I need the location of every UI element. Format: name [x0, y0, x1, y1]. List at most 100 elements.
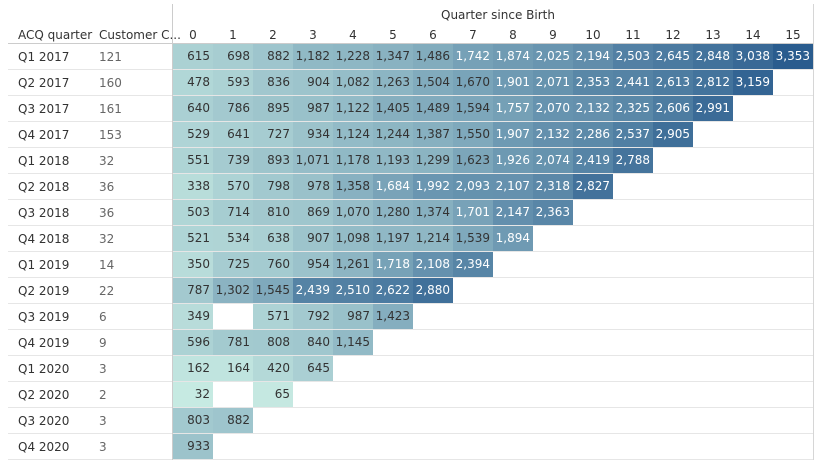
- heatmap-cell: 2,441: [613, 70, 653, 95]
- heatmap-cell: 1,545: [253, 278, 293, 303]
- heatmap-cell: 2,991: [693, 96, 733, 121]
- heatmap-cell: 786: [213, 96, 253, 121]
- customer-count: 153: [99, 128, 122, 142]
- heatmap-cell: 3,038: [733, 44, 773, 69]
- heatmap-cell: 1,894: [493, 226, 533, 251]
- customer-count: 32: [99, 154, 115, 168]
- heatmap-cell: 478: [173, 70, 213, 95]
- heatmap-cell: 2,108: [413, 252, 453, 277]
- heatmap-cell: 1,701: [453, 200, 493, 225]
- heatmap-cell: 895: [253, 96, 293, 121]
- column-header-6: 6: [429, 28, 437, 42]
- row-separator: [8, 225, 813, 226]
- row-separator: [8, 121, 813, 122]
- row-label: Q3 2019: [18, 310, 70, 324]
- heatmap-cell: 529: [173, 122, 213, 147]
- heatmap-cell: 1,550: [453, 122, 493, 147]
- heatmap-cell: 1,901: [493, 70, 533, 95]
- heatmap-cell: 954: [293, 252, 333, 277]
- customer-count: 32: [99, 232, 115, 246]
- heatmap-cell: 978: [293, 174, 333, 199]
- heatmap-cell: 1,214: [413, 226, 453, 251]
- customer-count: 36: [99, 206, 115, 220]
- column-header-11: 11: [625, 28, 641, 42]
- heatmap-cell: 2,093: [453, 174, 493, 199]
- customer-count: 3: [99, 414, 107, 428]
- heatmap-cell: 2,606: [653, 96, 693, 121]
- heatmap-cell: 1,718: [373, 252, 413, 277]
- heatmap-cell: 2,194: [573, 44, 613, 69]
- row-separator: [8, 251, 813, 252]
- heatmap-cell: 1,124: [333, 122, 373, 147]
- heatmap-cell: 503: [173, 200, 213, 225]
- column-header-9: 9: [549, 28, 557, 42]
- heatmap-cell: 882: [253, 44, 293, 69]
- heatmap-cell: 1,178: [333, 148, 373, 173]
- heatmap-cell: 571: [253, 304, 293, 329]
- row-label: Q4 2017: [18, 128, 70, 142]
- row-label: Q2 2017: [18, 76, 70, 90]
- column-axis-label: Quarter since Birth: [441, 8, 555, 22]
- row-separator: [8, 147, 813, 148]
- heatmap-cell: 1,071: [293, 148, 333, 173]
- customer-count: 22: [99, 284, 115, 298]
- heatmap-cell: 1,992: [413, 174, 453, 199]
- heatmap-cell: 1,358: [333, 174, 373, 199]
- row-label: Q1 2018: [18, 154, 70, 168]
- heatmap-cell: 2,363: [533, 200, 573, 225]
- column-header-0: 0: [189, 28, 197, 42]
- heatmap-cell: 727: [253, 122, 293, 147]
- row-header-acq-quarter: ACQ quarter: [18, 28, 93, 42]
- customer-count: 3: [99, 440, 107, 454]
- customer-count: 121: [99, 50, 122, 64]
- heatmap-cell: 882: [213, 408, 253, 433]
- heatmap-cell: 1,670: [453, 70, 493, 95]
- heatmap-cell: 2,812: [693, 70, 733, 95]
- heatmap-cell: 1,182: [293, 44, 333, 69]
- heatmap-cell: 2,510: [333, 278, 373, 303]
- heatmap-cell: 641: [213, 122, 253, 147]
- heatmap-cell: 1,486: [413, 44, 453, 69]
- heatmap-cell: 2,788: [613, 148, 653, 173]
- row-label: Q4 2019: [18, 336, 70, 350]
- heatmap-cell: 1,742: [453, 44, 493, 69]
- heatmap-cell: 2,318: [533, 174, 573, 199]
- heatmap-cell: 2,132: [573, 96, 613, 121]
- heatmap-cell: 420: [253, 356, 293, 381]
- heatmap-cell: 798: [253, 174, 293, 199]
- heatmap-cell: 596: [173, 330, 213, 355]
- customer-count: 2: [99, 388, 107, 402]
- heatmap-cell: 803: [173, 408, 213, 433]
- heatmap-cell: 349: [173, 304, 213, 329]
- heatmap-cell: 1,874: [493, 44, 533, 69]
- heatmap-cell: 739: [213, 148, 253, 173]
- heatmap-cell: 1,228: [333, 44, 373, 69]
- heatmap-cell: 2,439: [293, 278, 333, 303]
- column-header-7: 7: [469, 28, 477, 42]
- row-separator: [8, 95, 813, 96]
- heatmap-cell: 1,907: [493, 122, 533, 147]
- heatmap-cell: 645: [293, 356, 333, 381]
- heatmap-cell: 2,537: [613, 122, 653, 147]
- column-header-3: 3: [309, 28, 317, 42]
- heatmap-cell: 1,098: [333, 226, 373, 251]
- row-separator: [8, 381, 813, 382]
- heatmap-cell: 698: [213, 44, 253, 69]
- customer-count: 9: [99, 336, 107, 350]
- column-header-13: 13: [705, 28, 721, 42]
- heatmap-cell: 987: [333, 304, 373, 329]
- heatmap-cell: 1,387: [413, 122, 453, 147]
- heatmap-cell: 2,325: [613, 96, 653, 121]
- heatmap-cell: 1,263: [373, 70, 413, 95]
- column-header-8: 8: [509, 28, 517, 42]
- heatmap-cell: 3,159: [733, 70, 773, 95]
- heatmap-cell: 2,132: [533, 122, 573, 147]
- customer-count: 3: [99, 362, 107, 376]
- heatmap-cell: 1,122: [333, 96, 373, 121]
- heatmap-cell: 987: [293, 96, 333, 121]
- row-label: Q2 2018: [18, 180, 70, 194]
- heatmap-cell: 2,503: [613, 44, 653, 69]
- heatmap-cell: 2,070: [533, 96, 573, 121]
- heatmap-cell: 2,286: [573, 122, 613, 147]
- heatmap-cell: 2,905: [653, 122, 693, 147]
